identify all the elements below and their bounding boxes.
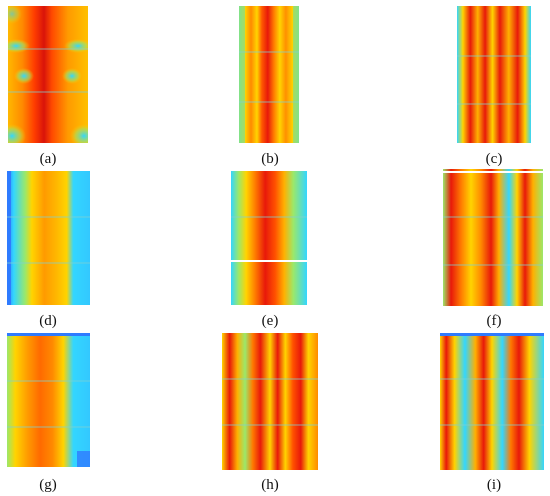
heatmap-d: [7, 171, 90, 305]
heatmap-i: [440, 333, 544, 470]
panel-a-label: (a): [39, 151, 57, 167]
panel-d-label: (d): [39, 313, 57, 329]
heatmap-g: [7, 333, 90, 467]
heatmap-e: [231, 171, 307, 305]
heatmap-b: [239, 6, 299, 143]
heatmap-f: [443, 169, 543, 306]
panel-g-label: (g): [39, 477, 57, 493]
panel-i-label: (i): [486, 477, 502, 493]
heatmap-a: [8, 6, 88, 143]
panel-c-label: (c): [485, 151, 503, 167]
heatmap-h: [222, 333, 318, 470]
panel-b-label: (b): [261, 151, 279, 167]
panel-e-label: (e): [261, 313, 279, 329]
panel-f-label: (f): [486, 313, 502, 329]
heatmap-c: [457, 6, 531, 143]
panel-h-label: (h): [261, 477, 279, 493]
